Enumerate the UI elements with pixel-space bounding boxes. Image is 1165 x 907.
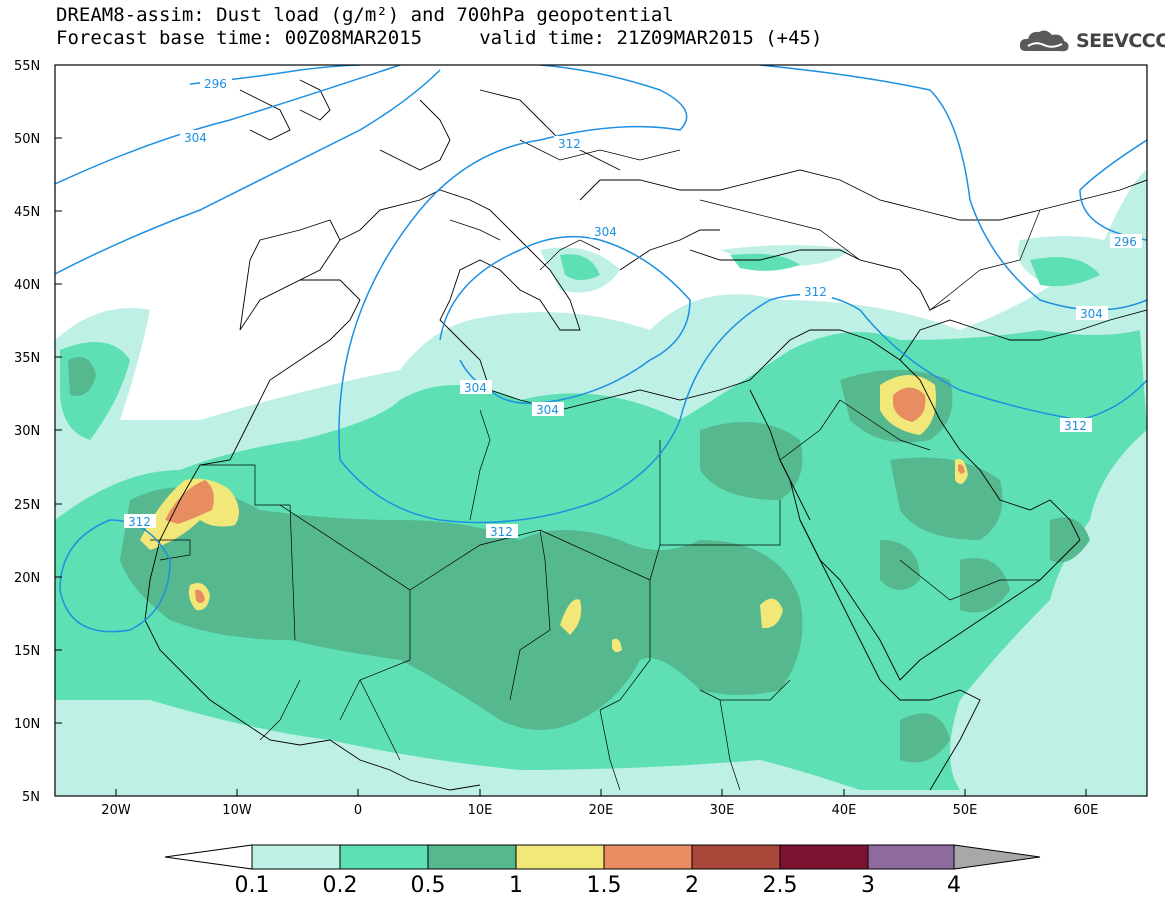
contour-label: 304: [180, 130, 212, 145]
dust-layer-orange: [165, 387, 965, 603]
colorbar-segment: [691, 844, 781, 870]
lat-label: 30N: [14, 424, 40, 439]
lat-label: 25N: [14, 498, 40, 513]
lat-label: 10N: [14, 717, 40, 732]
colorbar-above-arrow: [953, 844, 1041, 870]
svg-text:312: 312: [128, 515, 151, 529]
colorbar-tick: 3: [861, 873, 875, 898]
contour-label: 312: [800, 284, 832, 299]
lon-label: 0: [354, 803, 362, 818]
coastlines: [144, 79, 1147, 791]
svg-text:304: 304: [184, 131, 207, 145]
logo-text: SEEVCCC: [1076, 30, 1165, 52]
svg-text:296: 296: [204, 77, 227, 91]
longitude-labels: 20W 10W 0 10E 20E 30E 40E 50E 60E: [101, 803, 1098, 818]
svg-text:312: 312: [1064, 419, 1087, 433]
contour-label: 312: [554, 136, 586, 151]
svg-text:304: 304: [1080, 307, 1103, 321]
seevccc-logo: SEEVCCC: [1018, 26, 1165, 56]
colorbar-tick: 2: [685, 873, 699, 898]
svg-text:312: 312: [490, 525, 513, 539]
lat-label: 15N: [14, 644, 40, 659]
colorbar-segment: [251, 844, 341, 870]
svg-text:304: 304: [594, 225, 617, 239]
contour-label: 304: [590, 224, 622, 239]
contour-label: 296: [200, 76, 232, 91]
colorbar-segment: [779, 844, 869, 870]
colorbar-segment: [515, 844, 605, 870]
lat-label: 20N: [14, 571, 40, 586]
colorbar-below-arrow: [164, 844, 253, 870]
colorbar-ticks: 0.1 0.2 0.5 1 1.5 2 2.5 3 4: [235, 873, 962, 898]
geopotential-contours: [55, 65, 1147, 633]
colorbar-segment: [867, 844, 955, 870]
latitude-axis: [55, 64, 62, 797]
contour-label: 304: [460, 380, 492, 395]
colorbar-tick: 4: [947, 873, 961, 898]
colorbar-segment: [603, 844, 693, 870]
colorbar-tick: 0.5: [411, 873, 446, 898]
cloud-logo-icon: [1019, 30, 1069, 52]
lon-label: 30E: [710, 803, 735, 818]
contour-label: 312: [1060, 418, 1092, 433]
lon-label: 60E: [1074, 803, 1099, 818]
colorbar-segment: [427, 844, 517, 870]
contour-label: 304: [1076, 306, 1108, 321]
svg-text:312: 312: [558, 137, 581, 151]
lat-label: 5N: [22, 790, 40, 805]
forecast-times: Forecast base time: 00Z08MAR2015 valid t…: [56, 27, 823, 49]
lat-label: 35N: [14, 351, 40, 366]
lon-label: 20W: [101, 803, 131, 818]
lat-label: 40N: [14, 278, 40, 293]
latitude-labels: 55N 50N 45N 40N 35N 30N 25N 20N 15N 10N …: [14, 59, 40, 805]
lon-label: 50E: [953, 803, 978, 818]
svg-text:312: 312: [804, 285, 827, 299]
contour-label: 312: [124, 514, 156, 529]
country-borders: [150, 139, 1041, 791]
contour-label: 296: [1110, 234, 1142, 249]
colorbar-tick: 1: [509, 873, 523, 898]
lon-label: 10E: [468, 803, 493, 818]
longitude-axis: [115, 789, 1087, 796]
colorbar: [164, 844, 1041, 870]
lat-label: 45N: [14, 205, 40, 220]
colorbar-tick: 0.1: [235, 873, 270, 898]
svg-text:304: 304: [536, 403, 559, 417]
svg-text:296: 296: [1114, 235, 1137, 249]
lon-label: 20E: [589, 803, 614, 818]
lon-label: 10W: [222, 803, 252, 818]
colorbar-tick: 1.5: [587, 873, 622, 898]
svg-text:304: 304: [464, 381, 487, 395]
lat-label: 50N: [14, 132, 40, 147]
colorbar-tick: 0.2: [323, 873, 358, 898]
colorbar-tick: 2.5: [763, 873, 798, 898]
lat-label: 55N: [14, 59, 40, 74]
lon-label: 40E: [832, 803, 857, 818]
contour-label: 304: [532, 402, 564, 417]
colorbar-segment: [339, 844, 429, 870]
map-title: DREAM8-assim: Dust load (g/m²) and 700hP…: [56, 4, 674, 26]
contour-labels: 296 304 312 304 304 304 312 312 312 304 …: [124, 76, 1142, 539]
contour-label: 312: [486, 524, 518, 539]
